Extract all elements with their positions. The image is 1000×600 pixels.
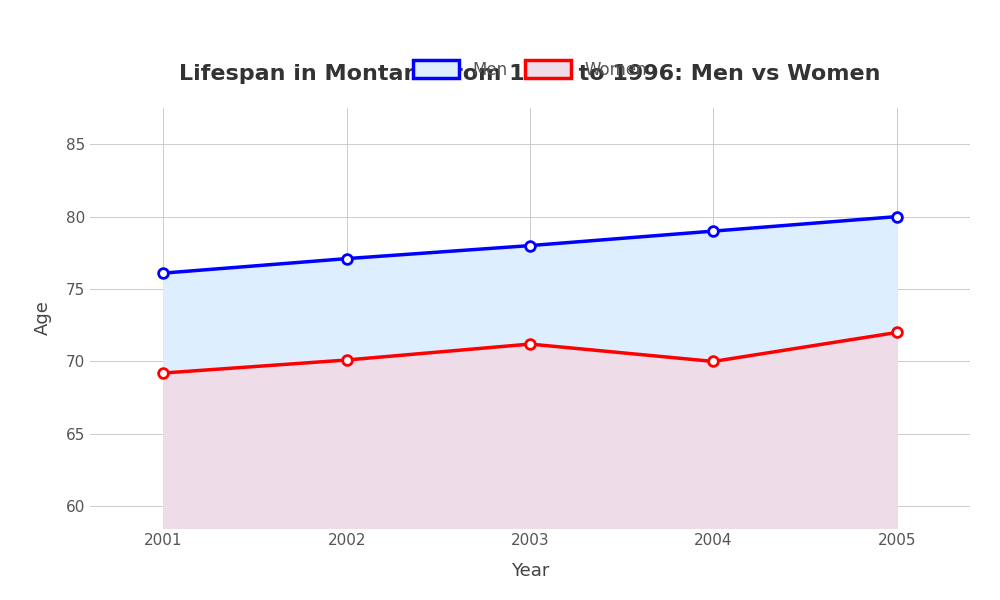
Y-axis label: Age: Age — [34, 301, 52, 335]
Title: Lifespan in Montana from 1969 to 1996: Men vs Women: Lifespan in Montana from 1969 to 1996: M… — [179, 64, 881, 84]
X-axis label: Year: Year — [511, 562, 549, 580]
Legend: Men, Women: Men, Women — [406, 53, 654, 85]
